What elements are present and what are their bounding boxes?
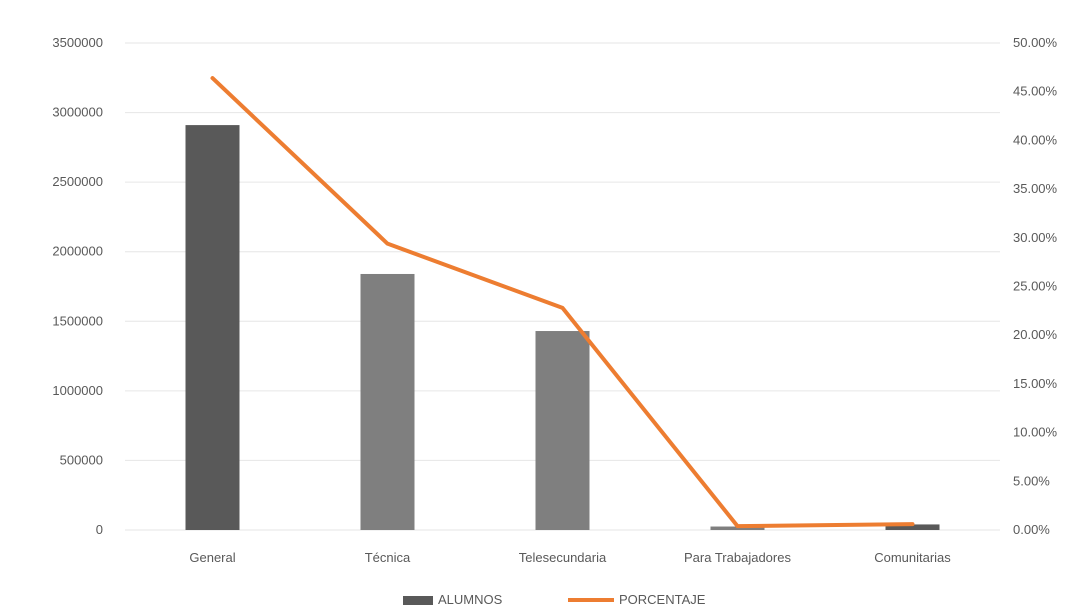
y-left-tick-label: 3500000 — [52, 35, 103, 50]
x-category-label: Comunitarias — [874, 550, 951, 565]
y-right-tick-label: 25.00% — [1013, 279, 1058, 294]
x-category-label: Para Trabajadores — [684, 550, 791, 565]
y-left-tick-label: 0 — [96, 522, 103, 537]
bar-alumnos-2 — [535, 331, 590, 530]
y-right-tick-label: 5.00% — [1013, 473, 1050, 488]
x-category-label: General — [189, 550, 235, 565]
y-right-tick-label: 0.00% — [1013, 522, 1050, 537]
y-left-tick-label: 2500000 — [52, 174, 103, 189]
y-right-tick-label: 30.00% — [1013, 230, 1058, 245]
y-left-tick-label: 500000 — [60, 452, 103, 467]
y-left-tick-label: 3000000 — [52, 105, 103, 120]
bar-alumnos-1 — [360, 273, 415, 530]
x-category-label: Técnica — [365, 550, 411, 565]
y-left-tick-label: 2000000 — [52, 244, 103, 259]
y-right-tick-label: 40.00% — [1013, 132, 1058, 147]
legend-swatch-alumnos — [403, 596, 433, 605]
legend-label-porcentaje: PORCENTAJE — [619, 592, 706, 607]
y-right-tick-label: 10.00% — [1013, 425, 1058, 440]
y-left-tick-label: 1000000 — [52, 383, 103, 398]
y-right-tick-label: 15.00% — [1013, 376, 1058, 391]
bar-alumnos-3 — [710, 526, 765, 530]
y-right-tick-label: 50.00% — [1013, 35, 1058, 50]
y-right-tick-label: 20.00% — [1013, 327, 1058, 342]
y-left-tick-label: 1500000 — [52, 313, 103, 328]
bar-alumnos-4 — [885, 524, 940, 530]
bar-alumnos-0 — [185, 125, 240, 530]
y-right-tick-label: 35.00% — [1013, 181, 1058, 196]
legend-label-alumnos: ALUMNOS — [438, 592, 503, 607]
x-category-label: Telesecundaria — [519, 550, 607, 565]
y-right-tick-label: 45.00% — [1013, 84, 1058, 99]
